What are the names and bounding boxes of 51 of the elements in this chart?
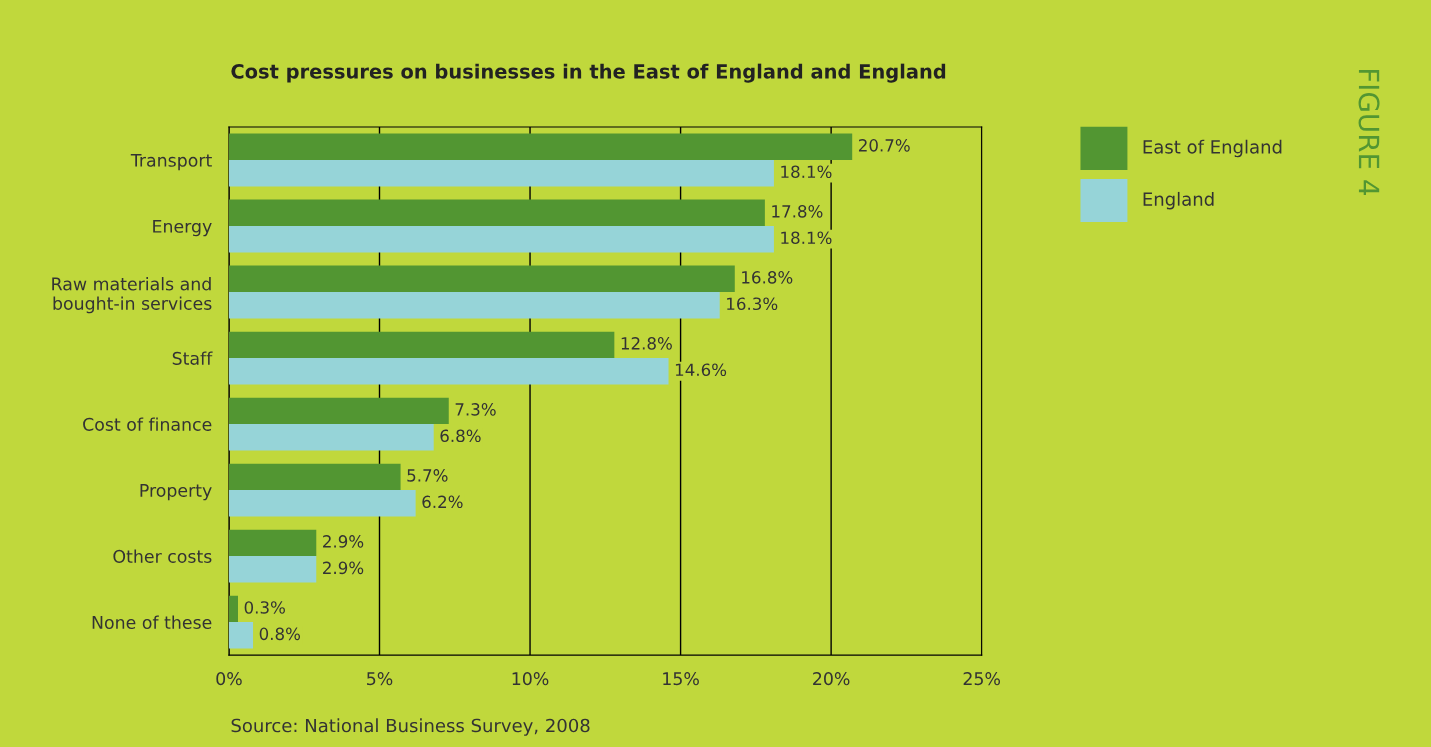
data-label: 5.7%	[407, 469, 448, 482]
data-label: 2.9%	[323, 535, 364, 548]
data-label: 2.9%	[323, 561, 364, 575]
bar	[228, 397, 449, 425]
data-label: 20.7%	[858, 139, 910, 152]
chart-title: Cost pressures on businesses in the East of England and England	[231, 63, 946, 83]
bar	[228, 265, 735, 293]
data-label: 12.8%	[621, 337, 672, 350]
x-tick-label: 25%	[963, 672, 1000, 686]
x-tick-label: 10%	[512, 672, 549, 686]
x-tick-label: 5%	[367, 672, 393, 686]
data-label: 6.8%	[440, 429, 481, 443]
bar	[228, 622, 254, 649]
bar	[228, 226, 774, 253]
x-tick-label: 0%	[216, 672, 242, 686]
y-tick-label: Staff	[172, 351, 213, 365]
data-label: 0.3%	[244, 601, 285, 614]
bar	[228, 595, 238, 623]
y-tick-label: Other costs	[113, 549, 212, 563]
y-tick-label: Energy	[153, 219, 212, 237]
y-tick-label: Transport	[130, 153, 212, 171]
data-label: 18.1%	[781, 231, 832, 245]
bar	[228, 358, 669, 385]
data-label: 7.3%	[455, 403, 496, 416]
legend-label: East of England	[1143, 139, 1282, 158]
data-label: 16.3%	[727, 297, 778, 311]
legend-label: England	[1143, 191, 1214, 210]
source-note: Source: National Business Survey, 2008	[231, 718, 590, 736]
y-tick-label: None of these	[92, 615, 212, 629]
bar	[228, 160, 774, 187]
data-label: 6.2%	[422, 495, 463, 509]
bar	[228, 331, 615, 359]
bar	[228, 490, 416, 517]
caption: FIGURE 4	[1358, 69, 1380, 196]
x-tick-label: 15%	[663, 672, 699, 686]
bar	[228, 463, 401, 491]
bar	[228, 556, 317, 583]
x-tick-label: 20%	[813, 672, 850, 686]
data-label: 16.8%	[742, 271, 793, 284]
y-tick-label: Raw materials and bought-in services	[52, 277, 212, 314]
bar	[228, 292, 720, 319]
data-label: 17.8%	[772, 205, 823, 218]
bar	[228, 133, 853, 160]
bar	[228, 529, 317, 557]
y-tick-label: Cost of finance	[83, 417, 212, 431]
data-label: 14.6%	[675, 363, 727, 377]
bar	[228, 199, 765, 227]
bar	[228, 424, 434, 451]
data-label: 0.8%	[259, 627, 301, 641]
data-label: 18.1%	[781, 165, 832, 179]
y-tick-label: Property	[140, 484, 212, 501]
